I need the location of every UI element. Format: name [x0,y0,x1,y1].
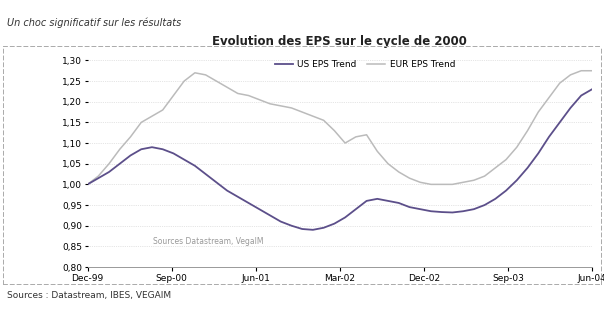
Text: Un choc significatif sur les résultats: Un choc significatif sur les résultats [7,17,181,28]
Title: Evolution des EPS sur le cycle de 2000: Evolution des EPS sur le cycle de 2000 [213,35,467,48]
Text: Sources : Datastream, IBES, VEGAIM: Sources : Datastream, IBES, VEGAIM [7,291,172,300]
Text: Sources Datastream, VegaIM: Sources Datastream, VegaIM [153,237,263,246]
Legend: US EPS Trend, EUR EPS Trend: US EPS Trend, EUR EPS Trend [271,57,459,73]
